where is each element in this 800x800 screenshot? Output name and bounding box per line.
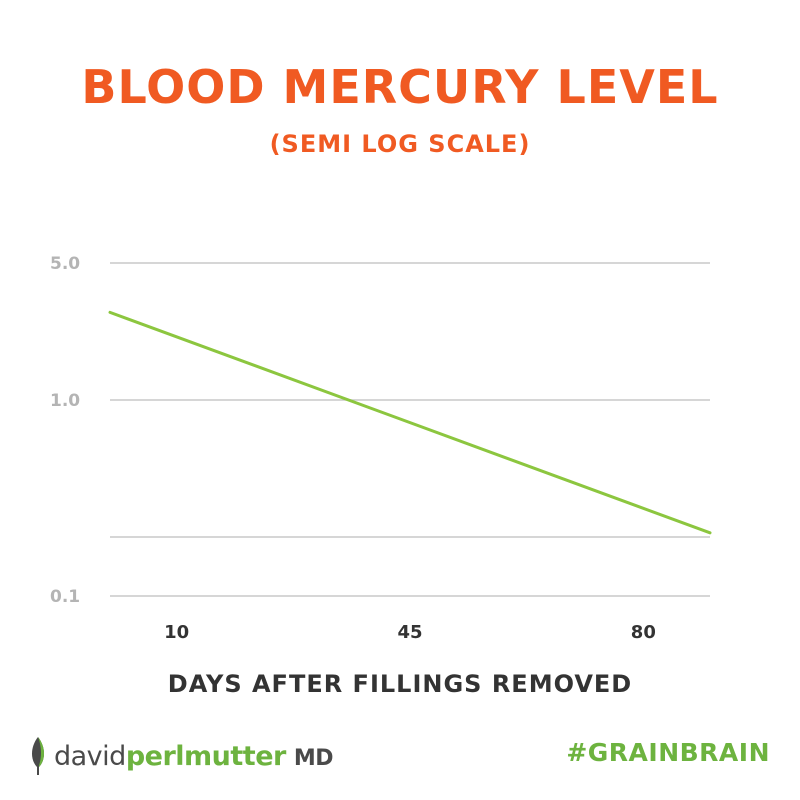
x-tick-label: 45 bbox=[397, 622, 422, 643]
series bbox=[108, 310, 712, 535]
leaf-icon bbox=[32, 737, 44, 775]
y-tick-label: 1.0 bbox=[50, 391, 80, 411]
hashtag: #GRAINBRAIN bbox=[566, 738, 770, 767]
y-tick-label: 5.0 bbox=[50, 254, 80, 274]
x-axis-label: DAYS AFTER FILLINGS REMOVED bbox=[167, 670, 633, 698]
brand-name: david perlmutter MD bbox=[54, 741, 333, 772]
x-tick-label: 80 bbox=[631, 622, 656, 643]
grid-lines bbox=[110, 262, 710, 597]
brand-suffix: MD bbox=[293, 745, 334, 771]
y-tick-label: 0.1 bbox=[50, 587, 80, 607]
x-tick-label: 10 bbox=[164, 622, 189, 643]
x-axis-ticks: 10 45 80 bbox=[164, 622, 656, 643]
chart-subtitle: (SEMI LOG SCALE) bbox=[269, 130, 531, 158]
brand-logo: david perlmutter MD bbox=[28, 735, 333, 777]
series-line bbox=[108, 310, 712, 535]
y-axis-ticks: 5.0 1.0 0.1 bbox=[50, 254, 80, 607]
brand-name-first: david bbox=[54, 740, 126, 772]
chart-title: BLOOD MERCURY LEVEL bbox=[81, 60, 719, 114]
brand-name-last: perlmutter bbox=[125, 740, 287, 772]
